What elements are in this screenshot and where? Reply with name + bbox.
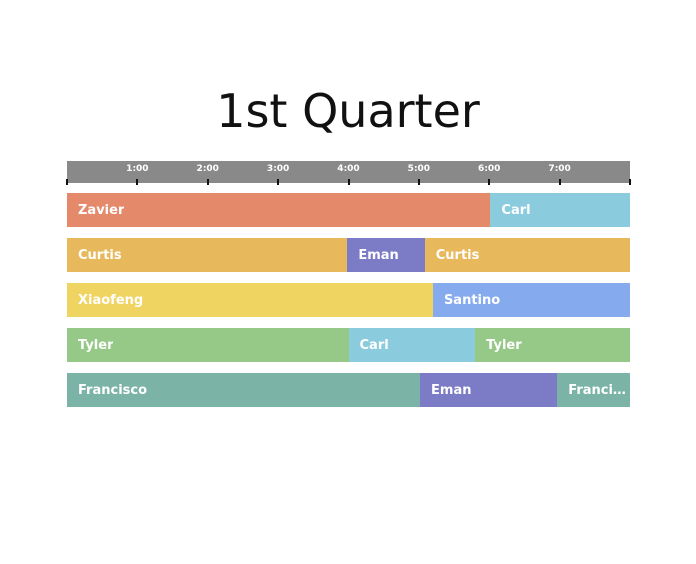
tick-label: 2:00: [196, 164, 219, 174]
tick-label: 5:00: [407, 164, 431, 174]
segment-label: Tyler: [78, 337, 114, 353]
segment-label: Curtis: [435, 247, 480, 263]
time-axis: [67, 161, 630, 183]
timeline-segment[interactable]: Tyler: [475, 328, 630, 362]
timeline-segment[interactable]: Carl: [490, 193, 630, 227]
segment-label: Santino: [443, 292, 501, 308]
timeline-segment[interactable]: Francisco: [557, 373, 630, 407]
timeline-segment[interactable]: Zavier: [67, 193, 491, 227]
segment-label: Carl: [501, 202, 531, 218]
tick-mark: [629, 179, 631, 185]
timeline-segment[interactable]: Tyler: [67, 328, 349, 362]
tick-label: 7:00: [548, 164, 571, 174]
timeline-segment[interactable]: Santino: [432, 283, 630, 317]
tick-mark: [558, 179, 561, 185]
segment-label: Francisco: [568, 382, 630, 398]
segment-label: Tyler: [486, 337, 522, 353]
segment-label: Eman: [431, 382, 472, 398]
segment-label: Francisco: [78, 382, 148, 398]
chart-title: 1st Quarter: [216, 84, 480, 138]
segment-label: Carl: [359, 337, 389, 353]
timeline-segment[interactable]: Xiaofeng: [67, 283, 433, 317]
segment-label: Zavier: [78, 202, 125, 218]
tick-label: 4:00: [337, 164, 360, 174]
segment-label: Xiaofeng: [78, 292, 144, 308]
tick-mark: [206, 179, 209, 185]
timeline-segment[interactable]: Curtis: [67, 238, 348, 272]
tick-label: 6:00: [478, 164, 501, 174]
tick-mark: [417, 179, 420, 185]
timeline-segment[interactable]: Eman: [347, 238, 425, 272]
tick-mark: [488, 179, 491, 185]
tick-label: 1:00: [126, 164, 149, 174]
timeline-segment[interactable]: Curtis: [424, 238, 630, 272]
segment-label: Eman: [358, 247, 399, 263]
tick-mark: [136, 179, 139, 185]
tick-label: 3:00: [266, 164, 290, 174]
tick-mark: [66, 179, 68, 185]
tick-mark: [347, 179, 350, 185]
segment-label: Curtis: [78, 247, 122, 263]
timeline-segment[interactable]: Eman: [420, 373, 558, 407]
tick-mark: [277, 179, 280, 185]
timeline-segment[interactable]: Francisco: [67, 373, 421, 407]
timeline-segment[interactable]: Carl: [348, 328, 476, 362]
